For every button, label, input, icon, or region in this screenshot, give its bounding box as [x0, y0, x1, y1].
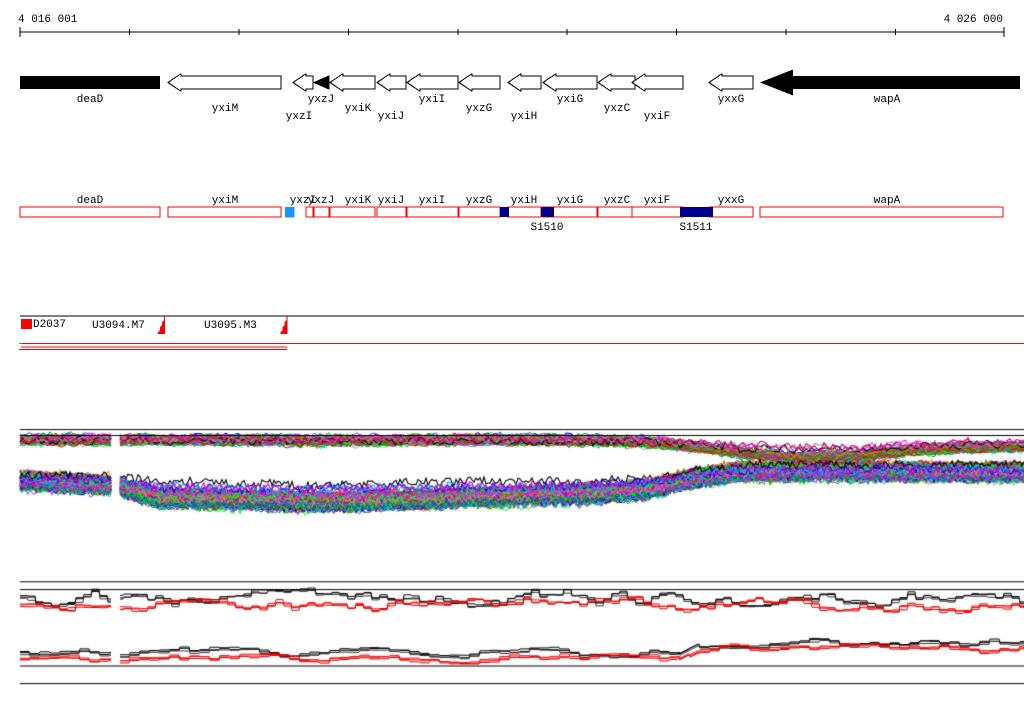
svg-text:yxiH: yxiH: [511, 195, 537, 207]
svg-text:yxiF: yxiF: [644, 195, 670, 207]
svg-text:yxiK: yxiK: [345, 103, 372, 115]
svg-text:yxiM: yxiM: [212, 195, 238, 207]
svg-text:yxiK: yxiK: [345, 195, 372, 207]
svg-text:U3094.M7: U3094.M7: [92, 320, 145, 332]
svg-text:yxzJ: yxzJ: [308, 195, 334, 207]
svg-text:yxzC: yxzC: [604, 103, 631, 115]
svg-text:D2037: D2037: [33, 319, 66, 331]
svg-text:S1510: S1510: [530, 222, 563, 234]
svg-text:yxzC: yxzC: [604, 195, 631, 207]
svg-text:yxiG: yxiG: [557, 94, 583, 106]
svg-text:yxiJ: yxiJ: [378, 195, 404, 207]
svg-text:yxzJ: yxzJ: [308, 94, 334, 106]
svg-text:yxiJ: yxiJ: [378, 111, 404, 123]
svg-text:S1511: S1511: [679, 222, 712, 234]
svg-text:4 026 000: 4 026 000: [944, 14, 1003, 26]
svg-text:yxxG: yxxG: [718, 195, 744, 207]
svg-text:yxiF: yxiF: [644, 111, 670, 123]
svg-text:4 016 001: 4 016 001: [18, 14, 78, 26]
svg-text:yxzG: yxzG: [466, 195, 492, 207]
svg-text:wapA: wapA: [874, 94, 901, 106]
svg-text:yxiM: yxiM: [212, 103, 238, 115]
svg-text:yxzG: yxzG: [466, 103, 492, 115]
svg-text:U3095.M3: U3095.M3: [204, 320, 257, 332]
svg-text:yxzI: yxzI: [286, 111, 312, 123]
svg-text:yxxG: yxxG: [718, 94, 744, 106]
svg-text:yxiG: yxiG: [557, 195, 583, 207]
svg-text:deaD: deaD: [77, 94, 104, 106]
svg-text:deaD: deaD: [77, 195, 104, 207]
svg-text:yxiH: yxiH: [511, 111, 537, 123]
svg-text:yxiI: yxiI: [419, 195, 445, 207]
svg-text:yxiI: yxiI: [419, 94, 445, 106]
svg-text:wapA: wapA: [874, 195, 901, 207]
